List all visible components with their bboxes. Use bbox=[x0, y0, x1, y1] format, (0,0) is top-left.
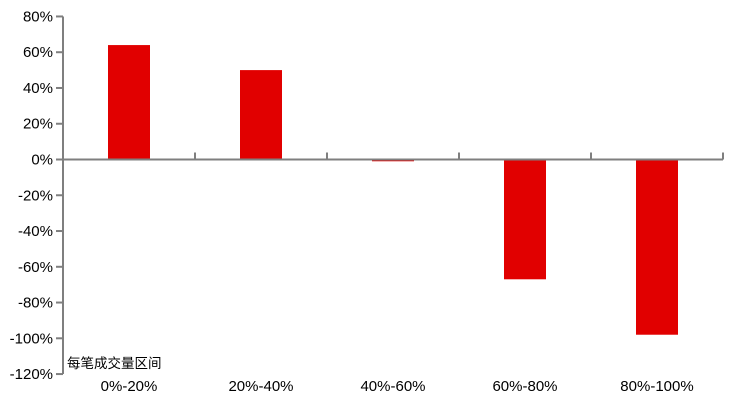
bar-80%-100% bbox=[636, 159, 678, 335]
x-category-label: 40%-60% bbox=[360, 378, 425, 395]
y-tick-label: -100% bbox=[10, 330, 53, 347]
x-category-label: 60%-80% bbox=[492, 378, 557, 395]
y-tick-label: -60% bbox=[18, 259, 53, 276]
x-category-label: 0%-20% bbox=[101, 378, 158, 395]
y-tick-label: -40% bbox=[18, 223, 53, 240]
bar-60%-80% bbox=[504, 159, 546, 280]
x-category-label: 20%-40% bbox=[228, 378, 293, 395]
y-tick-label: 60% bbox=[23, 44, 53, 61]
x-axis-note: 每笔成交量区间 bbox=[67, 356, 162, 371]
bar-0%-20% bbox=[108, 45, 150, 160]
y-tick-label: 0% bbox=[31, 152, 53, 169]
x-category-label: 80%-100% bbox=[620, 378, 693, 395]
y-tick-label: 40% bbox=[23, 80, 53, 97]
y-tick-label: 80% bbox=[23, 8, 53, 25]
bar-20%-40% bbox=[240, 70, 282, 160]
y-tick-label: 20% bbox=[23, 116, 53, 133]
y-tick-label: -80% bbox=[18, 295, 53, 312]
y-tick-label: -120% bbox=[10, 366, 53, 383]
y-tick-label: -20% bbox=[18, 187, 53, 204]
